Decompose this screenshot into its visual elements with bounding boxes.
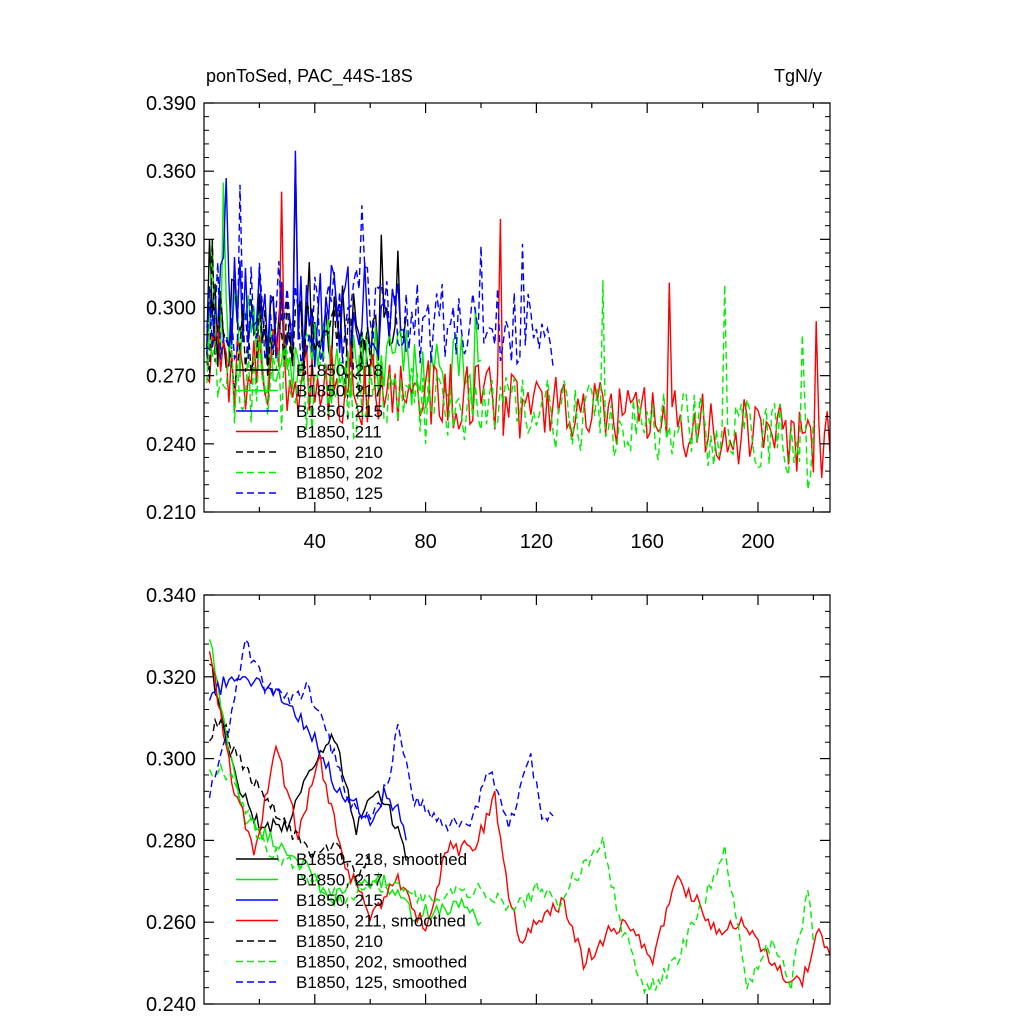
series-line-6 [208, 638, 554, 833]
bottom-line-chart: 0.240 0.260 0.280 0.300 0.320 0.340 B1850, 21… [146, 585, 831, 1016]
x-tick-label: 200 [741, 531, 774, 553]
chart-title-right: TgN/y [774, 66, 822, 86]
y-tick-label: 0.390 [146, 93, 196, 115]
legend-label: B1850, 215 [296, 402, 383, 421]
y-tick-label: 0.300 [146, 749, 196, 771]
y-tick-label: 0.280 [146, 830, 196, 852]
top-series-lines [206, 150, 831, 490]
series-line-1 [208, 639, 482, 927]
legend-label: B1850, 202, smoothed [296, 953, 467, 972]
y-tick-label: 0.330 [146, 229, 196, 251]
bottom-series-lines [208, 638, 831, 995]
y-tick-label: 0.360 [146, 161, 196, 183]
x-tick-label: 80 [414, 531, 436, 553]
bottom-y-axis: 0.240 0.260 0.280 0.300 0.320 0.340 [146, 585, 830, 1016]
y-tick-label: 0.240 [146, 434, 196, 456]
x-tick-label: 160 [630, 531, 663, 553]
legend-label: B1850, 215 [296, 891, 383, 910]
y-tick-label: 0.320 [146, 667, 196, 689]
y-tick-label: 0.260 [146, 912, 196, 934]
legend-label: B1850, 211, smoothed [296, 912, 466, 931]
x-tick-label: 120 [520, 531, 553, 553]
bottom-plot-frame [203, 594, 831, 1005]
y-tick-label: 0.210 [146, 502, 196, 524]
legend-label: B1850, 210 [296, 932, 383, 951]
bottom-x-axis [258, 595, 814, 1004]
y-tick-label: 0.300 [146, 298, 196, 320]
x-tick-label: 40 [304, 531, 326, 553]
legend-label: B1850, 125, smoothed [296, 973, 467, 992]
legend-label: B1850, 211 [296, 423, 382, 442]
legend-label: B1850, 217 [296, 871, 383, 890]
y-tick-label: 0.270 [146, 366, 196, 388]
series-line-3 [206, 191, 831, 478]
chart-title-left: ponToSed, PAC_44S-18S [206, 66, 413, 87]
series-line-3 [208, 651, 831, 989]
legend-label: B1850, 125 [296, 484, 383, 503]
legend-label: B1850, 217 [296, 382, 383, 401]
series-line-4 [208, 717, 371, 884]
series-line-6 [206, 184, 554, 366]
legend-label: B1850, 202 [296, 464, 383, 483]
series-line-2 [206, 150, 407, 368]
legend-label: B1850, 218 [296, 361, 383, 380]
y-tick-label: 0.240 [146, 994, 196, 1016]
series-line-2 [208, 675, 407, 841]
top-x-axis: 40 80 120 160 200 [258, 103, 814, 553]
legend-label: B1850, 218, smoothed [296, 850, 467, 869]
series-line-0 [209, 663, 407, 861]
y-tick-label: 0.340 [146, 585, 196, 607]
top-y-axis: 0.210 0.240 0.270 0.300 0.330 0.360 0.390 [146, 93, 830, 524]
series-line-5 [208, 762, 815, 995]
series-line-5 [206, 280, 815, 490]
legend-label: B1850, 210 [296, 443, 383, 462]
top-line-chart: ponToSed, PAC_44S-18S TgN/y 0.2100.2400.… [146, 66, 831, 553]
